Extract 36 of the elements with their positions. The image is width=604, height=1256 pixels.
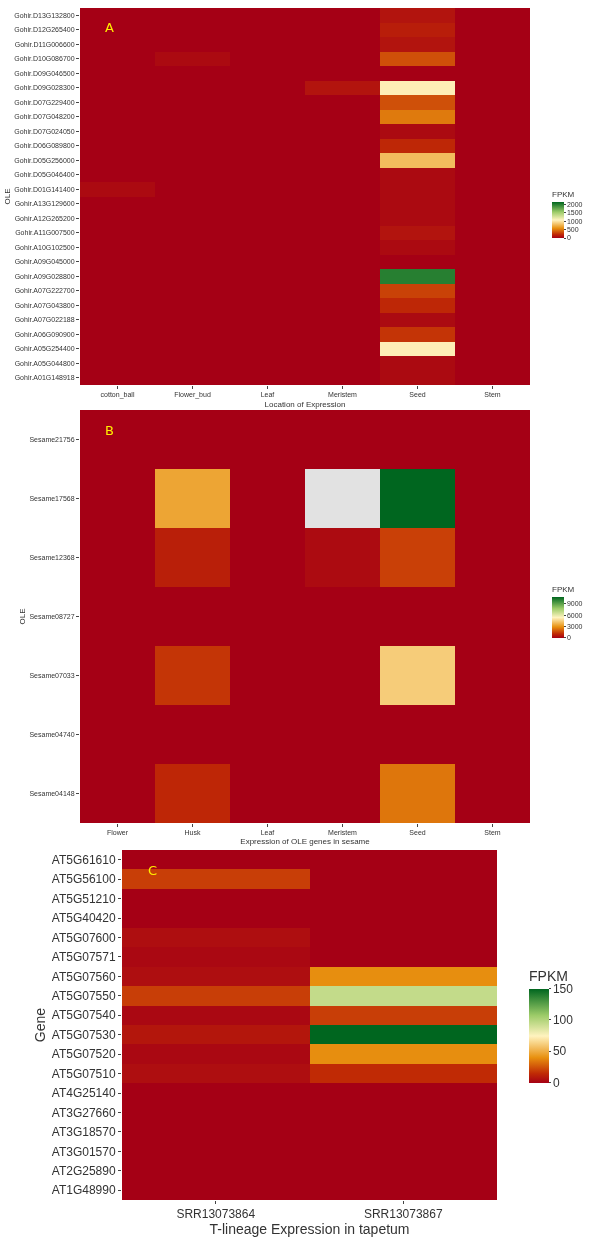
y-tick-label: AT3G01570 bbox=[51, 1144, 116, 1159]
x-tick-label: SRR13073867 bbox=[363, 1207, 443, 1222]
annotation: B bbox=[105, 423, 114, 438]
y-tick-label: AT5G07520 bbox=[51, 1047, 116, 1062]
y-tick-label: AT5G61610 bbox=[51, 852, 116, 867]
y-tick-label: AT5G07510 bbox=[51, 1066, 116, 1081]
y-tick-label: AT5G56100 bbox=[51, 872, 116, 887]
y-tick-label: AT2G25890 bbox=[51, 1164, 116, 1179]
y-tick-label: AT3G18570 bbox=[51, 1125, 116, 1140]
y-tick-label: AT5G51210 bbox=[51, 891, 116, 906]
y-tick-label: AT5G07540 bbox=[51, 1008, 116, 1023]
color-bar-title: FPKM bbox=[552, 190, 575, 199]
x-axis-title: Expression of OLE genes in sesame bbox=[240, 836, 371, 846]
x-tick-label: SRR13073864 bbox=[176, 1207, 256, 1222]
x-axis-title: T-lineage Expression in tapetum bbox=[209, 1221, 410, 1238]
color-bar-label: 50 bbox=[552, 1044, 567, 1059]
y-axis-title: OLE bbox=[2, 188, 12, 205]
x-axis-title: Location of Expression bbox=[264, 399, 346, 409]
y-tick-label: AT5G07550 bbox=[51, 989, 116, 1004]
annotation: C bbox=[148, 863, 158, 878]
color-bar-title: FPKM bbox=[552, 584, 575, 594]
y-tick-label: AT1G48990 bbox=[51, 1183, 116, 1198]
color-bar-label: 150 bbox=[552, 981, 574, 996]
annotation: A bbox=[105, 20, 114, 35]
y-tick-label: AT5G07600 bbox=[51, 930, 116, 945]
y-tick-label: AT5G40420 bbox=[51, 911, 116, 926]
y-tick-label: AT5G07560 bbox=[51, 969, 116, 984]
y-axis-title: OLE bbox=[18, 608, 28, 625]
y-tick-label: AT4G25140 bbox=[51, 1086, 116, 1101]
color-bar-label: 100 bbox=[552, 1013, 574, 1028]
y-axis-title: Gene bbox=[32, 1007, 49, 1043]
color-bar-label: 0 bbox=[552, 1075, 560, 1090]
y-tick-label: AT5G07530 bbox=[51, 1027, 116, 1042]
color-bar-title: FPKM bbox=[529, 968, 568, 984]
y-tick-label: AT3G27660 bbox=[51, 1105, 116, 1120]
y-tick-label: AT5G07571 bbox=[51, 950, 116, 965]
